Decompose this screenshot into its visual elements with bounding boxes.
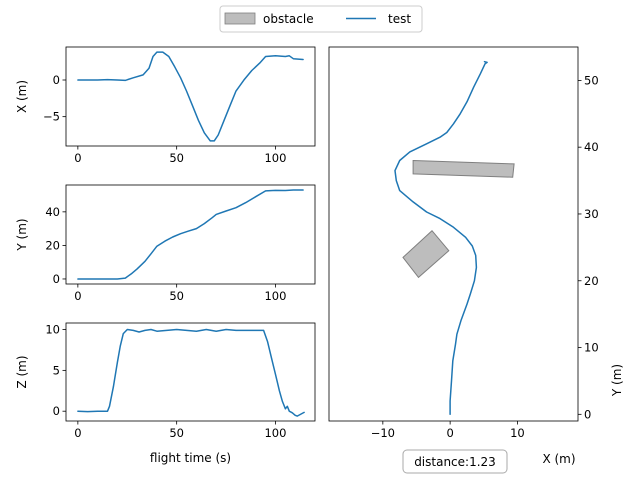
y-tick-label: 0 xyxy=(53,272,60,286)
axes-x-vs-time: 0 50 100 −5 0 X (m) xyxy=(15,46,316,165)
x-tick-label: 100 xyxy=(264,426,286,440)
y-tick-label: −5 xyxy=(43,110,60,124)
axes-frame xyxy=(65,322,316,422)
obstacle-1 xyxy=(412,159,515,178)
y-tick-label: 5 xyxy=(53,363,60,377)
x-tick-label: 0 xyxy=(446,426,453,440)
x-tick-label: 100 xyxy=(264,151,286,165)
obstacle-2 xyxy=(402,229,450,279)
x-axis-label: X (m) xyxy=(542,452,575,466)
y-tick-label: 50 xyxy=(584,73,599,87)
x-tick-label: −10 xyxy=(371,426,395,440)
x-tick-label: 50 xyxy=(169,289,184,303)
annotation-box xyxy=(402,449,508,474)
y-tick-label: 10 xyxy=(45,323,60,337)
y-tick-label: 20 xyxy=(45,238,60,252)
x-tick-label: 0 xyxy=(74,289,81,303)
x-tick-label: 50 xyxy=(169,151,184,165)
y-tick-label: 0 xyxy=(53,404,60,418)
y-axis-label: Y (m) xyxy=(15,218,29,251)
y-tick-label: 30 xyxy=(584,207,599,221)
axes-frame xyxy=(65,184,316,285)
legend-frame xyxy=(219,5,423,33)
annotation-text: distance:1.23 xyxy=(414,455,496,469)
axes-frame xyxy=(328,46,579,422)
y-axis-label: Y (m) xyxy=(610,364,624,397)
axes-y-vs-time: 0 50 100 0 20 40 Y (m) xyxy=(15,184,316,303)
axes-xy-path: −10 0 10 0 10 20 30 40 50 Y (m) X (m) xyxy=(328,46,624,466)
series-line-test xyxy=(77,51,304,142)
y-axis-label: Z (m) xyxy=(15,355,29,388)
x-tick-label: 0 xyxy=(74,426,81,440)
x-tick-label: 100 xyxy=(264,289,286,303)
y-tick-label: 40 xyxy=(584,140,599,154)
axes-z-vs-time: 0 50 100 0 5 10 Z (m) flight time (s) xyxy=(15,322,316,465)
legend-test-label: test xyxy=(388,12,411,26)
legend: obstacle test xyxy=(219,5,423,33)
x-tick-label: 0 xyxy=(74,151,81,165)
y-tick-label: 40 xyxy=(45,205,60,219)
series-line-test xyxy=(77,328,305,417)
y-axis-label: X (m) xyxy=(15,80,29,113)
y-tick-label: 0 xyxy=(53,73,60,87)
distance-annotation: distance:1.23 xyxy=(402,449,508,474)
x-axis-label: flight time (s) xyxy=(150,451,231,465)
y-tick-label: 20 xyxy=(584,274,599,288)
x-tick-label: 50 xyxy=(169,426,184,440)
y-tick-label: 0 xyxy=(584,407,591,421)
series-line-test xyxy=(394,60,488,416)
legend-obstacle-label: obstacle xyxy=(263,12,314,26)
x-tick-label: 10 xyxy=(510,426,525,440)
series-line-test xyxy=(77,189,304,280)
legend-obstacle-swatch xyxy=(224,12,256,25)
y-tick-label: 10 xyxy=(584,341,599,355)
axes-frame xyxy=(65,46,316,147)
